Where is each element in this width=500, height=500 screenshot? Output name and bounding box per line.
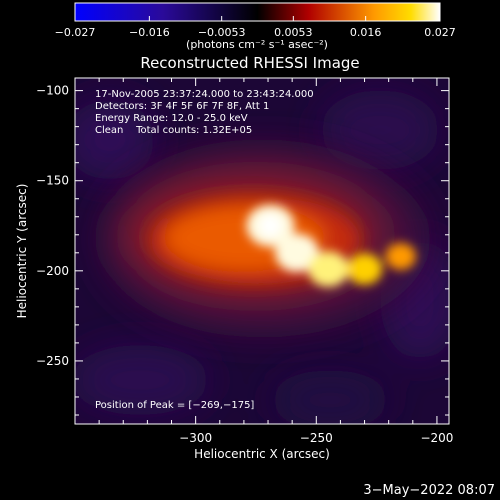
y-tick-label: −100 <box>36 84 69 98</box>
emission-source <box>385 242 416 270</box>
annotation-detectors: Detectors: 3F 4F 5F 6F 7F 8F, Att 1 <box>95 101 269 112</box>
y-axis-label: Heliocentric Y (arcsec) <box>15 184 29 319</box>
y-axis: −100 −150 −200 −250 <box>36 84 449 416</box>
emission-source <box>307 251 349 287</box>
colorbar-tick-label: −0.016 <box>129 26 170 39</box>
emission-sources <box>246 204 416 287</box>
x-axis-label: Heliocentric X (arcsec) <box>194 447 330 461</box>
colorbar-tick-label: 0.027 <box>424 26 456 39</box>
colorbar-ticks: −0.027 −0.016 −0.0053 0.0053 0.016 0.027 <box>55 16 456 39</box>
emission-source <box>346 253 383 285</box>
colorbar-unit-label: (photons cm⁻² s⁻¹ asec⁻²) <box>186 38 328 51</box>
x-axis: −300 −250 −200 <box>98 78 453 445</box>
annotation-time-range: 17-Nov-2005 23:37:24.000 to 23:43:24.000 <box>95 89 314 100</box>
colorbar-gradient <box>74 2 441 22</box>
x-tick-label: −300 <box>179 431 212 445</box>
x-tick-label: −200 <box>420 431 453 445</box>
x-tick-label: −250 <box>300 431 333 445</box>
emission-source <box>275 233 319 273</box>
y-tick-label: −250 <box>36 354 69 368</box>
y-tick-label: −150 <box>36 174 69 188</box>
plot-annotations: 17-Nov-2005 23:37:24.000 to 23:43:24.000… <box>95 89 314 411</box>
annotation-energy-range: Energy Range: 12.0 - 25.0 keV <box>95 113 248 124</box>
colorbar: −0.027 −0.016 −0.0053 0.0053 0.016 0.027 (pho… <box>55 2 456 51</box>
chart-title: Reconstructed RHESSI Image <box>140 54 359 72</box>
y-tick-label: −200 <box>36 264 69 278</box>
colorbar-tick-label: −0.027 <box>55 26 96 39</box>
annotation-clean-counts: Clean Total counts: 1.32E+05 <box>95 125 252 136</box>
timestamp: 3−May−2022 08:07 <box>363 483 495 498</box>
emission-peak <box>259 214 282 237</box>
plot-area: 17-Nov-2005 23:37:24.000 to 23:43:24.000… <box>75 78 449 424</box>
colorbar-tick-label: 0.016 <box>350 26 382 39</box>
annotation-peak-position: Position of Peak = [−269,−175] <box>95 400 254 411</box>
plot-frame <box>74 77 450 425</box>
colorbar-tick-label: 0.0053 <box>274 26 313 39</box>
colorbar-tick-label: −0.0053 <box>198 26 246 39</box>
